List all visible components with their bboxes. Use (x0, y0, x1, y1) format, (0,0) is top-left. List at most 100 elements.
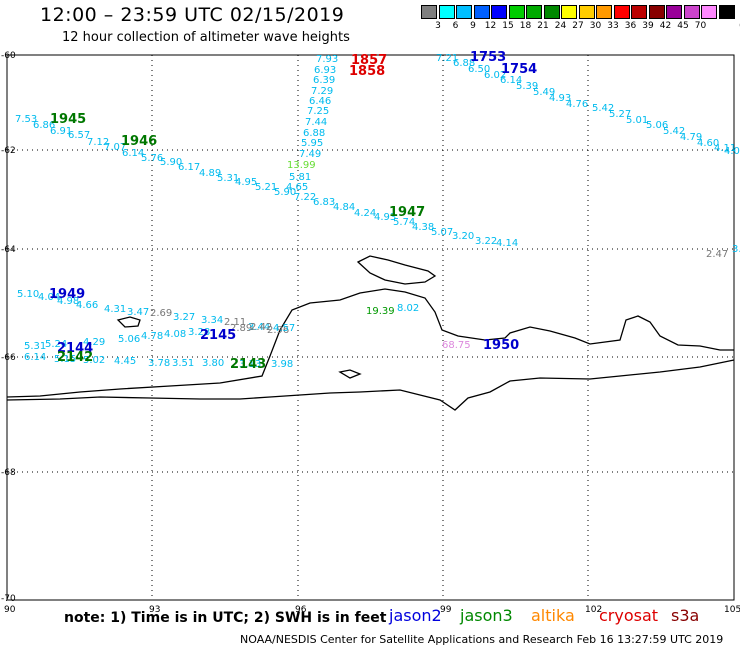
swh-value-label: 4.11 (714, 143, 736, 154)
pass-time-label: 1857 (351, 53, 387, 68)
island-small (338, 369, 362, 379)
swh-value-label: 2.69 (150, 308, 172, 319)
swh-value-label: 5.42 (663, 126, 685, 137)
swh-value-label: 4.98 (57, 296, 79, 307)
swh-value-label: 6.17 (178, 162, 200, 173)
swh-value-label: 7.49 (299, 149, 321, 160)
swh-value-label: 5.90 (160, 157, 182, 168)
ice-shelf-lower (6, 359, 735, 411)
swh-value-label: 6.50 (468, 64, 490, 75)
longitude-tick-label: 105 (724, 605, 740, 615)
swh-value-label: 4.24 (354, 208, 376, 219)
swh-value-label: 6.88 (303, 128, 325, 139)
swh-value-label: 5.27 (609, 109, 631, 120)
footer-note: note: 1) Time is in UTC; 2) SWH is in fe… (64, 610, 387, 626)
swh-value-label: 6.93 (314, 65, 336, 76)
colorbar-label: 45 (677, 21, 689, 31)
swh-value-label: 7.21 (436, 53, 458, 64)
pass-time-label: 2144 (57, 341, 93, 356)
coastline (6, 255, 735, 411)
swh-value-label: 4.08 (164, 329, 186, 340)
pass-time-label: 1754 (501, 62, 537, 77)
colorbar-swatch (473, 5, 490, 19)
colorbar-swatch (631, 5, 647, 19)
swh-value-label: 7.25 (307, 106, 329, 117)
swh-value-label: 5.31 (24, 341, 46, 352)
swh-value-label: 5.02 (83, 355, 105, 366)
colorbar-label: 33 (607, 21, 619, 31)
legend-jason3: jason3 (460, 606, 513, 625)
colorbar-label: 39 (642, 21, 654, 31)
colorbar-swatch (596, 5, 612, 19)
swh-value-label: 4.66 (76, 300, 98, 311)
footer-credit: NOAA/NESDIS Center for Satellite Applica… (240, 633, 724, 646)
pass-time-label: 1950 (483, 338, 519, 353)
colorbar-swatch (491, 5, 507, 19)
colorbar-swatch (648, 5, 665, 19)
swh-value-label: 4.45 (114, 356, 136, 367)
swh-value-label: 7.29 (311, 86, 333, 97)
swh-value-label: 3.51 (172, 358, 194, 369)
colorbar-swatch (543, 5, 560, 19)
swh-value-label: 5.76 (141, 153, 163, 164)
colorbar-label: 15 (502, 21, 514, 31)
map-subtitle: 12 hour collection of altimeter wave hei… (62, 30, 350, 45)
colorbar-swatch (438, 5, 455, 19)
swh-value-label: 4.93 (374, 212, 396, 223)
latitude-tick-label: -62 (1, 146, 16, 156)
colorbar-label: 30 (589, 21, 602, 31)
colorbar-swatch (421, 5, 437, 19)
swh-value-label: 2.47 (706, 249, 728, 260)
swh-value-label: 3.47 (127, 307, 149, 318)
colorbar-swatch (666, 5, 682, 19)
colorbar-swatch (701, 5, 717, 19)
swh-value-label: 6.14 (500, 75, 522, 86)
pass-time-label: 1945 (50, 112, 86, 127)
pass-time-label: 1947 (389, 205, 425, 220)
swh-value-label: 3.22 (475, 236, 497, 247)
pass-time-label: 1946 (121, 134, 157, 149)
swh-value-label: 3.98 (271, 359, 293, 370)
swh-value-label: 4.14 (496, 238, 518, 249)
colorbar-label: 70 (694, 21, 707, 31)
swh-value-label: 13.99 (287, 160, 316, 171)
latitude-tick-label: -60 (1, 51, 16, 61)
swh-value-label: 5.74 (393, 217, 415, 228)
swh-value-label: 68.75 (442, 340, 471, 351)
swh-value-label: 3.13 (239, 359, 261, 370)
swh-value-label: 3.20 (452, 231, 474, 242)
swh-value-label: 8.02 (397, 303, 419, 314)
swh-value-label: 4.57 (273, 323, 295, 334)
swh-value-label: 5.15 (54, 354, 76, 365)
swh-value-label: 5.21 (255, 182, 277, 193)
swh-value-label: 4.79 (680, 132, 702, 143)
swh-value-label: 6.02 (484, 70, 506, 81)
colorbar-label: 18 (519, 21, 532, 31)
swh-value-label: 4.84 (333, 202, 355, 213)
graticule-grid (7, 55, 734, 600)
swh-value-label: 3.78 (148, 358, 170, 369)
swh-value-label: 7.22 (294, 192, 316, 203)
swh-value-label: 5.81 (289, 172, 311, 183)
swh-value-label: 5.06 (118, 334, 140, 345)
swh-value-label: 5.01 (626, 115, 648, 126)
swh-value-label: 6.91 (50, 126, 72, 137)
swh-value-label: 6.57 (68, 130, 90, 141)
swh-value-label: 4.60 (697, 138, 719, 149)
colorbar-swatch (526, 5, 542, 19)
swh-value-label: 4.0 (724, 146, 740, 157)
swh-value-label: 5.10 (17, 289, 39, 300)
swh-value-label: 3.27 (173, 312, 195, 323)
swh-value-label: 7.44 (305, 117, 327, 128)
swh-value-label: 2.96 (267, 325, 289, 336)
latitude-tick-label: -66 (1, 353, 16, 363)
pass-time-label: 2143 (230, 357, 266, 372)
latitude-tick-label: -64 (1, 245, 16, 255)
swh-value-label: 6.14 (24, 352, 46, 363)
swh-value-label: 5.07 (431, 227, 453, 238)
colorbar-label: 6 (452, 21, 459, 31)
map-title: 12:00 – 23:59 UTC 02/15/2019 (40, 4, 345, 26)
island-west (116, 316, 141, 328)
swh-value-label: 3. (732, 244, 740, 255)
colorbar-label: 42 (659, 21, 672, 31)
